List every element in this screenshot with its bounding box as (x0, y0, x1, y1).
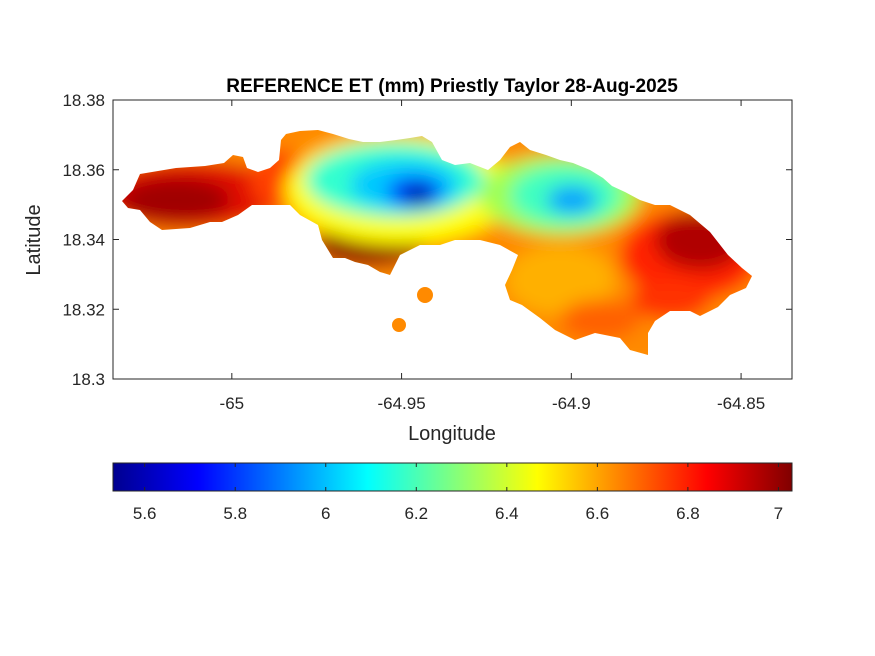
colorbar-tick-label: 5.6 (133, 504, 157, 523)
y-axis-ticks: 18.3 18.32 18.34 18.36 18.38 (62, 91, 792, 389)
colorbar-ticks: 5.6 5.8 6 6.2 6.4 6.6 6.8 7 (133, 463, 783, 523)
y-tick-label: 18.38 (62, 91, 105, 110)
colorbar-tick-label: 5.8 (223, 504, 247, 523)
chart-title: REFERENCE ET (mm) Priestly Taylor 28-Aug… (226, 76, 678, 97)
colorbar (112, 462, 793, 492)
x-tick-label: -64.85 (717, 394, 765, 413)
x-tick-label: -64.95 (377, 394, 425, 413)
colorbar-tick-label: 6.2 (404, 504, 428, 523)
y-tick-label: 18.36 (62, 161, 105, 180)
colorbar-tick-label: 6 (321, 504, 330, 523)
x-tick-label: -64.9 (552, 394, 591, 413)
y-axis-label: Latitude (23, 204, 45, 275)
x-tick-label: -65 (220, 394, 245, 413)
colorbar-tick-label: 6.8 (676, 504, 700, 523)
y-tick-label: 18.34 (62, 231, 105, 250)
x-axis-label: Longitude (408, 423, 496, 445)
x-axis-ticks: -65 -64.95 -64.9 -64.85 (220, 100, 765, 413)
heatmap-field (122, 130, 752, 355)
colorbar-tick-label: 7 (774, 504, 783, 523)
colorbar-tick-label: 6.4 (495, 504, 519, 523)
y-tick-label: 18.3 (72, 370, 105, 389)
y-tick-label: 18.32 (62, 300, 105, 319)
colorbar-tick-label: 6.6 (586, 504, 610, 523)
